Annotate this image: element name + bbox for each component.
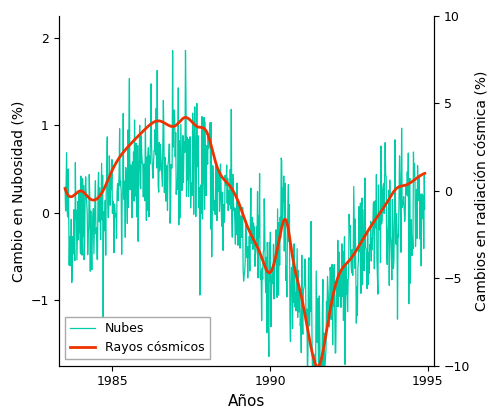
Rayos cósmicos: [176, 120, 182, 125]
Rayos cósmicos: [299, 296, 305, 301]
Line: Nubes: Nubes: [65, 50, 425, 416]
Nubes: [387, 233, 393, 238]
Y-axis label: Cambio en Nubosidad (%): Cambio en Nubosidad (%): [11, 100, 25, 281]
Nubes: [176, 222, 182, 227]
Nubes: [343, 261, 349, 266]
Rayos cósmicos: [387, 194, 393, 200]
Rayos cósmicos: [343, 261, 349, 266]
Rayos cósmicos: [422, 171, 428, 176]
Nubes: [422, 207, 428, 212]
Y-axis label: Cambios en radiación cósmica (%): Cambios en radiación cósmica (%): [476, 71, 490, 311]
Line: Rayos cósmicos: Rayos cósmicos: [65, 118, 425, 367]
Rayos cósmicos: [163, 122, 169, 127]
Nubes: [62, 185, 68, 190]
Nubes: [299, 253, 305, 258]
Nubes: [163, 163, 169, 168]
Rayos cósmicos: [315, 364, 321, 369]
Nubes: [150, 176, 156, 181]
Rayos cósmicos: [62, 186, 68, 191]
Nubes: [310, 413, 316, 418]
Legend: Nubes, Rayos cósmicos: Nubes, Rayos cósmicos: [65, 317, 209, 360]
Rayos cósmicos: [182, 115, 188, 120]
Rayos cósmicos: [150, 120, 156, 125]
Nubes: [182, 48, 188, 53]
X-axis label: Años: Años: [228, 394, 265, 409]
